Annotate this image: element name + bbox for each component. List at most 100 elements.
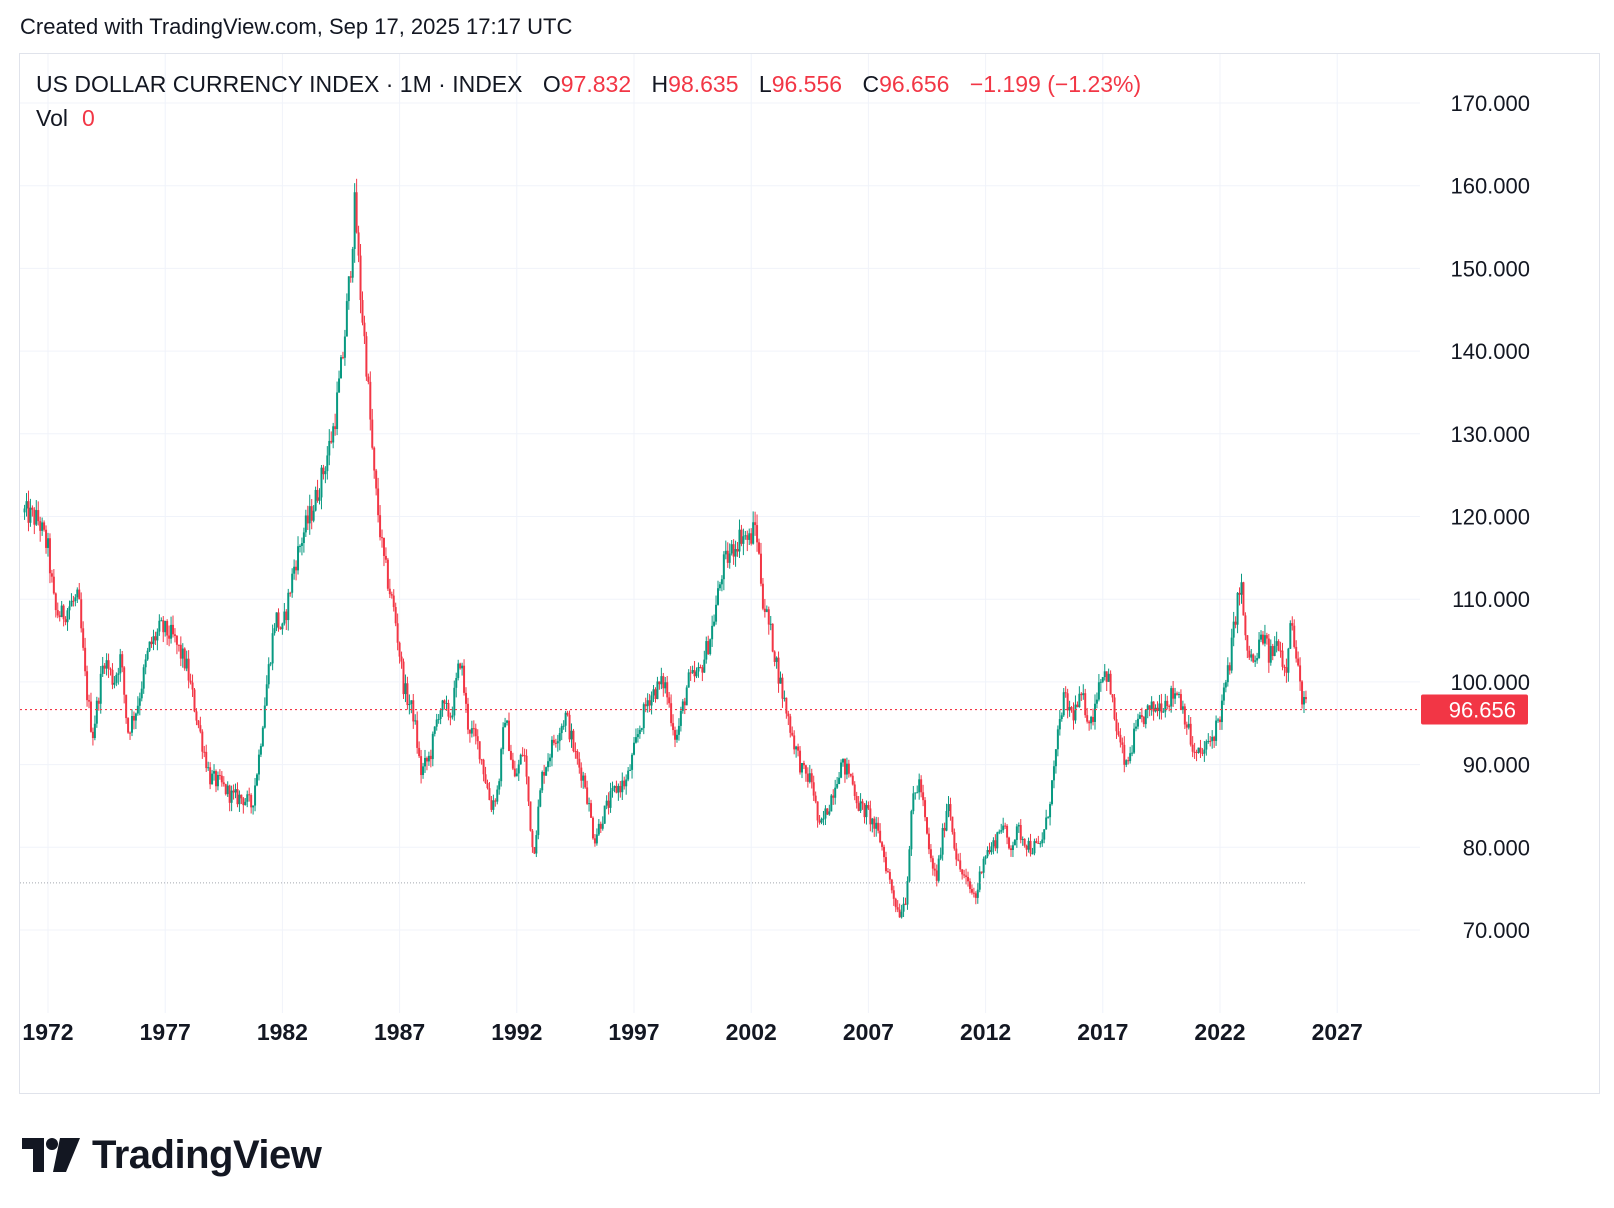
candle-body: [808, 773, 811, 782]
candle-body: [1125, 760, 1128, 765]
candle-body: [443, 700, 446, 704]
volume-value: 0: [81, 105, 95, 131]
candle-body: [1146, 705, 1149, 710]
candle-body: [916, 792, 919, 794]
candle-body: [484, 774, 487, 784]
candle-body: [855, 796, 858, 804]
candle-body: [556, 741, 559, 744]
candle-body: [634, 737, 637, 743]
candle-body: [611, 787, 614, 791]
candle-body: [433, 726, 436, 734]
candle-body: [37, 510, 40, 522]
candle-body: [425, 757, 428, 762]
candle-body: [457, 663, 460, 679]
candle-body: [754, 522, 757, 526]
candle-body: [277, 612, 280, 628]
candle-body: [1013, 839, 1016, 846]
candle-body: [937, 858, 940, 881]
candle-body: [1092, 716, 1095, 722]
candle-body: [750, 533, 753, 544]
created-with-text: Created with TradingView.com, Sep 17, 20…: [20, 14, 573, 39]
candle-body: [736, 549, 739, 552]
candle-body: [1142, 717, 1145, 725]
candle-body: [1023, 838, 1026, 846]
candle-body: [152, 636, 155, 645]
candle-body: [1222, 687, 1225, 701]
candle-body: [1228, 665, 1231, 671]
candle-body: [744, 535, 747, 537]
candle-body: [988, 850, 991, 853]
candle-body: [1103, 671, 1106, 678]
tradingview-brand[interactable]: TradingView: [22, 1132, 322, 1178]
candle-body: [35, 510, 38, 525]
candle-body: [91, 731, 94, 739]
candle-body: [326, 455, 329, 472]
candle-body: [423, 757, 426, 767]
candle-body: [308, 506, 311, 524]
candle-body: [1299, 665, 1302, 682]
candle-body: [853, 784, 856, 797]
candle-body: [240, 794, 243, 799]
candle-body: [472, 728, 475, 730]
candle-body: [994, 840, 997, 849]
candle-body: [949, 804, 952, 817]
candle-body: [1127, 760, 1130, 762]
candle-body: [1246, 635, 1249, 651]
candle-body: [1131, 752, 1134, 754]
candle-body: [259, 746, 262, 755]
candle-body: [1025, 845, 1028, 850]
candle-body: [1121, 742, 1124, 745]
candle-body: [716, 588, 719, 605]
candle-body: [99, 673, 102, 704]
candle-body: [521, 754, 524, 756]
candle-body: [1119, 734, 1122, 743]
candle-body: [900, 911, 903, 918]
candle-body: [129, 732, 132, 734]
candle-body: [377, 488, 380, 516]
candle-body: [1068, 707, 1071, 711]
candle-body: [531, 830, 534, 848]
y-tick-label: 100.000: [1450, 670, 1530, 695]
candle-body: [1113, 697, 1116, 720]
candle-body: [1070, 707, 1073, 711]
candle-body: [43, 522, 46, 530]
candle-body: [465, 692, 468, 704]
candle-body: [1144, 709, 1147, 725]
candle-body: [166, 621, 169, 636]
candle-body: [912, 793, 915, 812]
candle-body: [1084, 693, 1087, 716]
candle-body: [586, 787, 589, 804]
candle-body: [183, 648, 186, 669]
candle-body: [105, 660, 108, 669]
candle-body: [974, 893, 977, 898]
candle-body: [998, 831, 1001, 833]
candle-body: [214, 771, 217, 787]
candle-body: [761, 583, 764, 609]
ohlc-close: C96.656: [862, 71, 950, 97]
candle-body: [474, 728, 477, 737]
candle-body: [1209, 740, 1212, 742]
candle-body: [1064, 692, 1067, 694]
candle-body: [1017, 825, 1020, 827]
candle-body: [361, 300, 364, 323]
candle-body: [830, 795, 833, 812]
candle-body: [435, 719, 438, 727]
x-tick-label: 1977: [140, 1019, 191, 1045]
candle-body: [1056, 729, 1059, 750]
candle-body: [525, 755, 528, 777]
candle-body: [93, 723, 96, 739]
candle-body: [543, 771, 546, 776]
symbol-name[interactable]: US DOLLAR CURRENCY INDEX · 1M · INDEX: [36, 71, 523, 97]
candle-body: [1086, 715, 1089, 722]
candle-body: [599, 823, 602, 829]
candle-body: [386, 559, 389, 589]
candle-body: [343, 336, 346, 358]
candle-body: [445, 702, 448, 704]
candle-body: [773, 651, 776, 662]
candle-body: [695, 671, 698, 677]
candle-body: [414, 720, 417, 722]
candle-body: [431, 733, 434, 760]
candle-body: [146, 650, 149, 660]
candle-body: [298, 545, 301, 547]
